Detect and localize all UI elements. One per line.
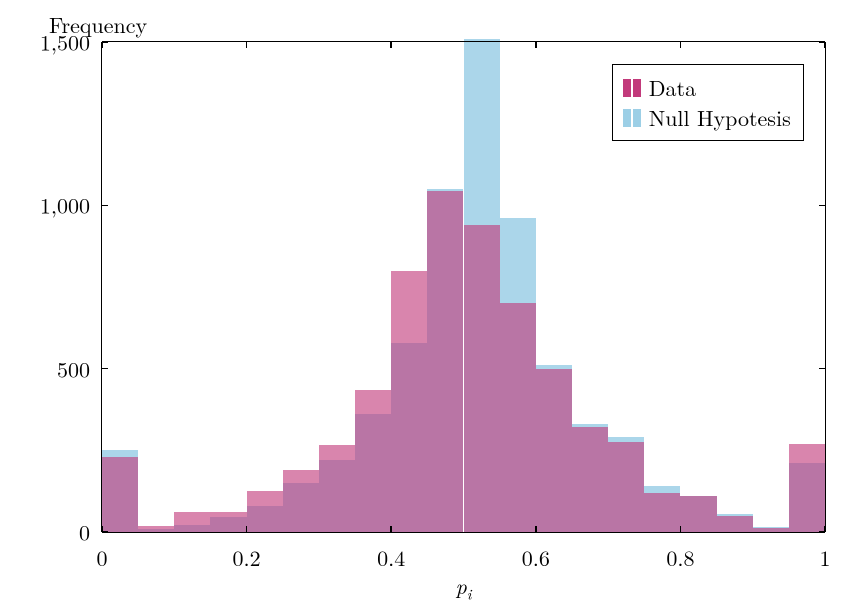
x-tick — [535, 526, 537, 532]
x-tick-top — [824, 42, 826, 48]
x-tick-label: 0.8 — [666, 542, 694, 573]
x-axis-title: pi — [456, 570, 472, 604]
x-tick-label: 0.6 — [522, 542, 550, 573]
x-tick — [390, 526, 392, 532]
legend: DataNull Hypotesis — [612, 64, 804, 141]
x-tick-label: 0.2 — [233, 542, 261, 573]
hist-bar — [283, 470, 319, 532]
hist-bar — [427, 191, 463, 532]
y-tick-right — [819, 205, 825, 207]
hist-bar — [391, 271, 427, 532]
y-tick-right — [819, 41, 825, 43]
hist-bar — [536, 369, 572, 532]
hist-bar — [572, 427, 608, 532]
legend-item: Data — [623, 73, 791, 103]
hist-bar — [247, 491, 283, 532]
hist-bar — [102, 457, 138, 532]
legend-label: Null Hypotesis — [649, 103, 791, 133]
y-tick — [102, 368, 108, 370]
chart-container: Frequency DataNull Hypotesis pi 00.20.40… — [0, 0, 848, 602]
hist-bar — [680, 496, 716, 532]
hist-bar — [174, 512, 210, 532]
hist-bar — [319, 445, 355, 532]
hist-bar — [355, 390, 391, 532]
hist-bar — [608, 442, 644, 532]
x-tick-label: 0 — [96, 542, 107, 573]
top-axis-line — [102, 41, 825, 42]
y-tick-right — [819, 368, 825, 370]
x-tick-label: 1 — [819, 542, 830, 573]
hist-bar — [500, 303, 536, 532]
y-tick-label: 0 — [79, 517, 90, 548]
right-axis-line — [825, 42, 826, 532]
x-axis-line — [102, 532, 825, 533]
hist-bar — [717, 516, 753, 532]
legend-swatch — [623, 109, 641, 127]
x-tick-top — [246, 42, 248, 48]
y-tick — [102, 531, 108, 533]
x-tick — [680, 526, 682, 532]
y-tick — [102, 41, 108, 43]
legend-item: Null Hypotesis — [623, 103, 791, 133]
y-tick-label: 1,000 — [40, 190, 90, 221]
legend-label: Data — [649, 73, 696, 103]
x-tick-top — [535, 42, 537, 48]
x-tick-top — [390, 42, 392, 48]
hist-bar — [789, 444, 825, 532]
legend-swatch — [623, 79, 641, 97]
x-tick — [246, 526, 248, 532]
hist-bar — [644, 493, 680, 532]
hist-bar — [210, 512, 246, 532]
y-tick-label: 500 — [57, 353, 90, 384]
y-tick-right — [819, 531, 825, 533]
y-tick — [102, 205, 108, 207]
x-tick-top — [680, 42, 682, 48]
x-tick-top — [101, 42, 103, 48]
y-axis-line — [101, 42, 102, 532]
y-tick-label: 1,500 — [40, 27, 90, 58]
hist-bar — [464, 225, 500, 532]
x-tick-label: 0.4 — [377, 542, 405, 573]
